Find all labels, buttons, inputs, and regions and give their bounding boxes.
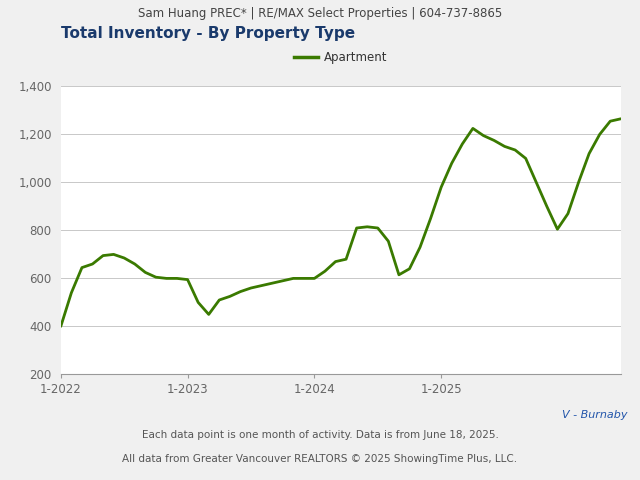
Legend: Apartment: Apartment <box>289 46 392 69</box>
Text: All data from Greater Vancouver REALTORS © 2025 ShowingTime Plus, LLC.: All data from Greater Vancouver REALTORS… <box>122 454 518 464</box>
Text: Total Inventory - By Property Type: Total Inventory - By Property Type <box>61 26 355 41</box>
Text: Sam Huang PREC* | RE/MAX Select Properties | 604-737-8865: Sam Huang PREC* | RE/MAX Select Properti… <box>138 7 502 20</box>
Text: Each data point is one month of activity. Data is from June 18, 2025.: Each data point is one month of activity… <box>141 430 499 440</box>
Text: V - Burnaby: V - Burnaby <box>562 410 627 420</box>
